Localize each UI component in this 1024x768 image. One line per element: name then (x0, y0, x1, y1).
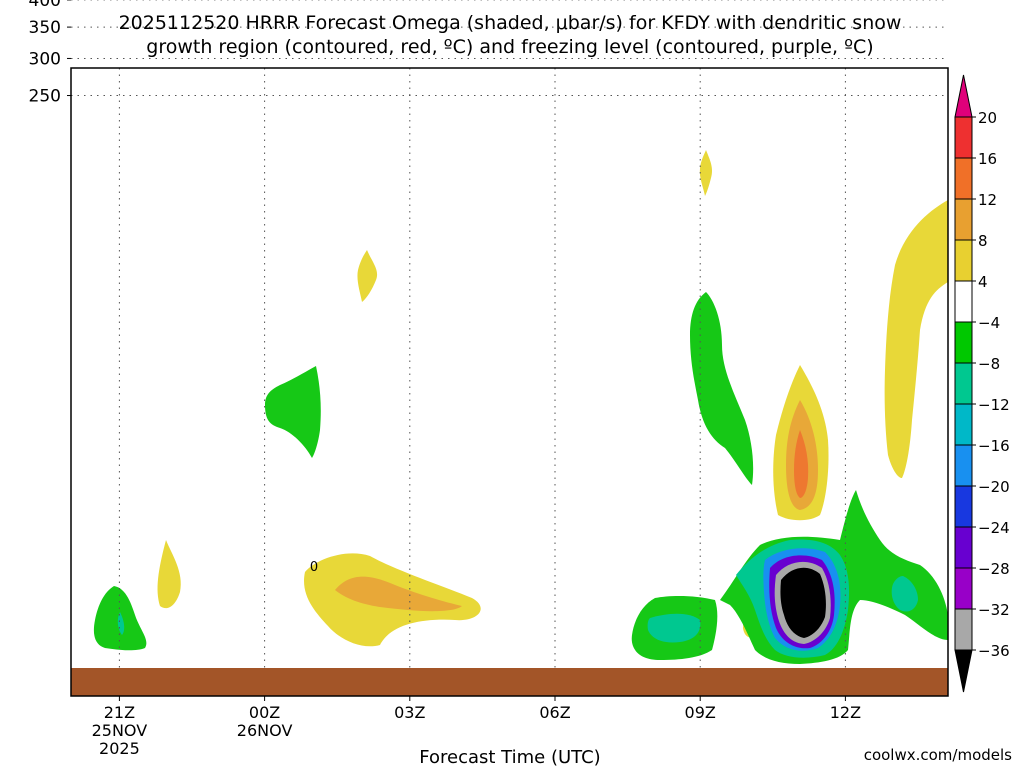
omega-positive-region (357, 250, 378, 302)
x-tick-date: 26NOV (237, 721, 293, 740)
colorbar-top-arrow (954, 74, 973, 118)
omega-negative-core (117, 612, 125, 635)
colorbar-box (954, 444, 973, 487)
x-tick-label: 21Z (104, 703, 135, 722)
omega-shading (93, 150, 948, 664)
y-axis: 2503003504004505005506006507007508008509… (29, 0, 71, 107)
omega-negative-region (265, 366, 321, 458)
title-line-2: growth region (contoured, red, ºC) and f… (146, 36, 873, 58)
colorbar-label: −8 (978, 355, 1000, 373)
omega-positive-region (699, 150, 713, 196)
omega-positive-region (157, 540, 181, 609)
omega-negative-core (780, 567, 826, 638)
colorbar-label: −16 (978, 437, 1010, 455)
colorbar-label: −28 (978, 560, 1010, 578)
plot-frame (70, 67, 949, 697)
ground-fill (71, 668, 948, 696)
omega-negative-core (647, 613, 701, 643)
colorbar: 20 16 12 8 4 −4 −8 −12 −16 −20 −24 −28 −32 −36 (954, 74, 1010, 693)
omega-negative-core (891, 576, 918, 612)
colorbar-box (954, 321, 973, 364)
grid-lines (71, 0, 948, 696)
y-tick-label: 300 (29, 49, 61, 69)
credit-text: coolwx.com/models (864, 746, 1012, 764)
y-tick-label: 250 (29, 87, 61, 107)
x-tick-label: 06Z (539, 703, 570, 722)
colorbar-box (954, 280, 973, 323)
x-tick-label: 09Z (685, 703, 716, 722)
omega-positive-region (884, 200, 948, 478)
colorbar-label: 12 (978, 191, 997, 209)
colorbar-label: −32 (978, 601, 1010, 619)
freezing-level-label: 0 (310, 560, 318, 575)
colorbar-label: −24 (978, 519, 1010, 537)
colorbar-box (954, 239, 973, 282)
x-tick-label: 00Z (249, 703, 280, 722)
colorbar-label: −20 (978, 478, 1010, 496)
colorbar-label: 4 (978, 273, 988, 291)
title-line-1: 2025112520 HRRR Forecast Omega (shaded, … (119, 12, 902, 34)
colorbar-label: −12 (978, 396, 1010, 414)
colorbar-box (954, 485, 973, 528)
colorbar-label: 8 (978, 232, 988, 250)
colorbar-box (954, 362, 973, 405)
colorbar-box (954, 157, 973, 200)
x-axis-label: Forecast Time (UTC) (419, 747, 600, 768)
x-tick-year: 2025 (99, 739, 140, 758)
y-tick-label: 400 (29, 0, 61, 11)
x-tick-label: 12Z (830, 703, 861, 722)
omega-positive-core (794, 430, 809, 498)
colorbar-label: −4 (978, 314, 1000, 332)
colorbar-bottom-arrow (954, 649, 973, 693)
colorbar-box (954, 608, 973, 651)
colorbar-box (954, 526, 973, 569)
x-tick-date: 25NOV (92, 721, 148, 740)
omega-negative-region (690, 292, 754, 485)
omega-positive-core (335, 576, 462, 612)
colorbar-box (954, 198, 973, 241)
colorbar-box (954, 567, 973, 610)
colorbar-box (954, 116, 973, 159)
colorbar-box (954, 403, 973, 446)
colorbar-label: 20 (978, 109, 997, 127)
colorbar-label: −36 (978, 642, 1010, 660)
y-tick-label: 350 (29, 18, 61, 38)
x-tick-label: 03Z (394, 703, 425, 722)
colorbar-label: 16 (978, 150, 997, 168)
